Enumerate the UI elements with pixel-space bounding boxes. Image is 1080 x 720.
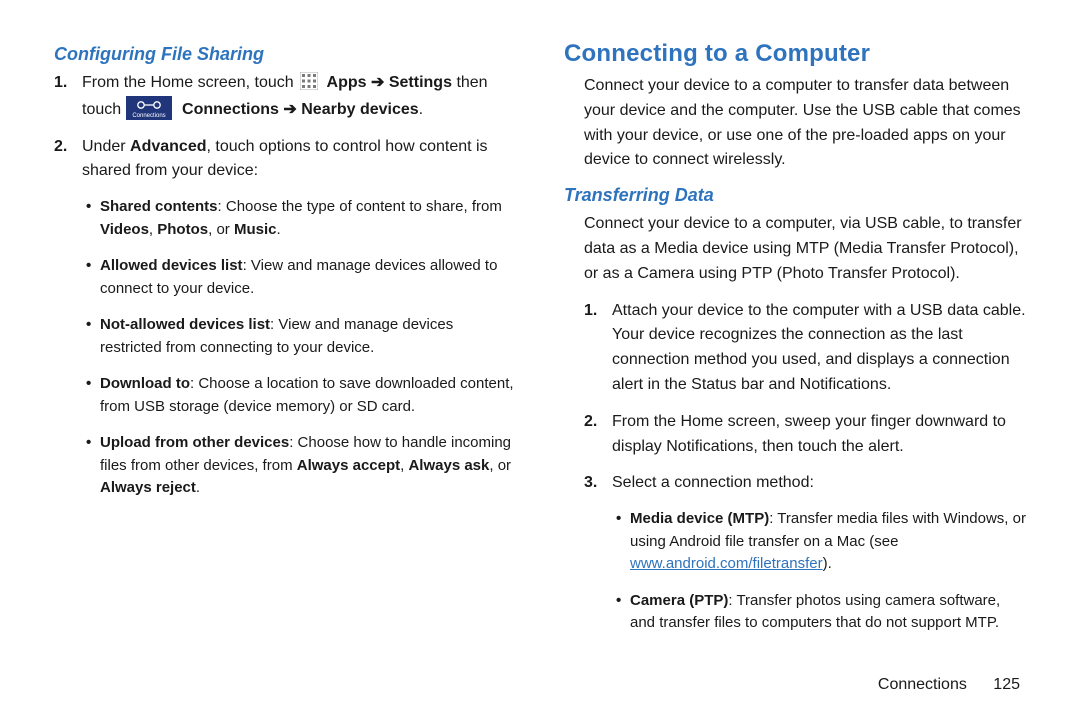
bullet-label: Camera (PTP) [630,592,728,609]
bullet-reject: Always reject [100,479,196,496]
step2-advanced: Advanced [130,138,206,155]
bullet-videos: Videos [100,221,149,238]
bullet-upload-from: Upload from other devices: Choose how to… [100,432,516,500]
step1-arrow1: ➔ [371,74,389,91]
apps-icon [300,72,318,90]
bullet-ptp: Camera (PTP): Transfer photos using came… [630,590,1026,635]
manual-page: Configuring File Sharing From the Home s… [0,0,1080,720]
bullet-not-allowed: Not-allowed devices list: View and manag… [100,314,516,359]
right-step3-bullets: Media device (MTP): Transfer media files… [612,496,1026,635]
bullet-sep2: , or [489,457,511,474]
bullet-sep: , [149,221,157,238]
step-text: Attach your device to the computer with … [612,302,1026,393]
bullet-end: ). [823,555,832,572]
bullet-end: . [276,221,280,238]
bullet-label: Download to [100,375,190,392]
left-column: Configuring File Sharing From the Home s… [40,40,540,700]
step1-arrow2: ➔ [283,101,301,118]
step1-connections: Connections [182,101,279,118]
bullet-accept: Always accept [297,457,400,474]
subsection-title-right: Transferring Data [564,185,1026,206]
right-steps: Attach your device to the computer with … [564,299,1026,635]
step2-pre: Under [82,138,130,155]
subsection-title-left: Configuring File Sharing [54,44,516,65]
step-text: Select a connection method: [612,474,814,491]
bullet-shared-contents: Shared contents: Choose the type of cont… [100,196,516,241]
bullet-download-to: Download to: Choose a location to save d… [100,373,516,418]
step1-apps: Apps [327,74,367,91]
left-step2-bullets: Shared contents: Choose the type of cont… [82,184,516,500]
bullet-ask: Always ask [408,457,489,474]
bullet-label: Allowed devices list [100,257,243,274]
bullet-label: Upload from other devices [100,434,289,451]
right-p2: Connect your device to a computer, via U… [564,212,1026,286]
left-step-1: From the Home screen, touch Apps ➔ Setti… [82,71,516,123]
android-filetransfer-link[interactable]: www.android.com/filetransfer [630,555,823,572]
step1-settings: Settings [389,74,452,91]
right-intro: Connect your device to a computer to tra… [564,74,1026,173]
bullet-photos: Photos [157,221,208,238]
bullet-sep2: , or [208,221,234,238]
right-step-1: Attach your device to the computer with … [612,299,1026,398]
bullet-mtp: Media device (MTP): Transfer media files… [630,508,1026,576]
left-steps: From the Home screen, touch Apps ➔ Setti… [54,71,516,500]
bullet-label: Shared contents [100,198,218,215]
left-step-2: Under Advanced, touch options to control… [82,135,516,500]
page-footer: Connections 125 [878,676,1020,694]
connections-icon: Connections [126,96,172,120]
bullet-label: Media device (MTP) [630,510,769,527]
right-step-3: Select a connection method: Media device… [612,471,1026,634]
step1-period: . [419,101,423,118]
bullet-end: . [196,479,200,496]
right-column: Connecting to a Computer Connect your de… [540,40,1040,700]
step1-pre: From the Home screen, touch [82,74,298,91]
right-step-2: From the Home screen, sweep your finger … [612,410,1026,460]
bullet-allowed: Allowed devices list: View and manage de… [100,255,516,300]
step-text: From the Home screen, sweep your finger … [612,413,1006,455]
bullet-music: Music [234,221,277,238]
step1-nearby: Nearby devices [301,101,418,118]
bullet-text: : Choose the type of content to share, f… [218,198,502,215]
section-title: Connecting to a Computer [564,40,1026,68]
svg-text:Connections: Connections [132,113,165,119]
bullet-label: Not-allowed devices list [100,316,270,333]
footer-page-number: 125 [993,676,1020,693]
footer-section: Connections [878,676,967,693]
